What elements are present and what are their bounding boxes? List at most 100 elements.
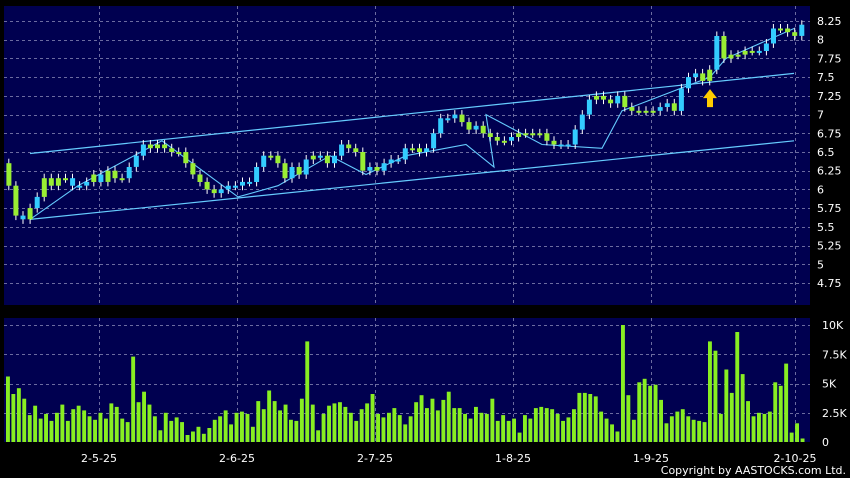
candle-up [799, 24, 805, 36]
candle-down [268, 155, 274, 158]
volume-bar [735, 332, 740, 442]
volume-bar [283, 404, 288, 442]
candle-down [537, 133, 543, 136]
volume-bar [512, 418, 516, 442]
candle-up [678, 88, 684, 111]
price-tick-label: 5.75 [817, 202, 842, 215]
volume-bar [675, 411, 680, 442]
candle-down [728, 54, 734, 59]
volume-bar [87, 416, 92, 442]
candle-up [77, 185, 83, 188]
volume-bar [593, 396, 598, 442]
volume-bar [60, 404, 65, 442]
candle-down [487, 133, 493, 137]
volume-bar [299, 398, 304, 442]
volume-bar [577, 392, 582, 442]
volume-bar [501, 415, 506, 442]
candle-up [381, 163, 387, 171]
volume-bar [468, 418, 473, 442]
candle-up [756, 50, 762, 53]
candle-up [20, 215, 26, 220]
volume-bar [392, 408, 397, 442]
volume-bar [16, 388, 21, 442]
volume-bar [713, 350, 718, 442]
volume-bar [381, 417, 386, 442]
volume-bar [158, 430, 163, 442]
volume-bar [724, 369, 729, 442]
candle-up [572, 129, 578, 145]
candle-down [155, 144, 160, 149]
volume-bar [615, 431, 620, 442]
volume-bar [289, 419, 293, 442]
date-tick-label: 1-9-25 [633, 452, 669, 465]
volume-bar [702, 422, 707, 442]
volume-bar [751, 416, 756, 442]
candle-down [622, 95, 628, 108]
volume-bar [109, 403, 114, 442]
volume-bar [201, 433, 206, 442]
volume-bar [631, 419, 636, 442]
candle-down [27, 208, 33, 220]
price-tick-label: 7.25 [817, 90, 842, 103]
volume-bar [691, 419, 696, 442]
volume-bar [610, 424, 614, 442]
volume-bar [294, 420, 299, 442]
candle-up [34, 196, 40, 209]
candle-up [232, 185, 238, 188]
candle-up [218, 189, 224, 194]
candle-up [424, 148, 430, 152]
volume-bar [566, 417, 571, 442]
candle-down [353, 148, 359, 152]
volume-bar [495, 420, 500, 442]
candle-up [579, 114, 585, 130]
candle-up [657, 107, 663, 111]
zigzag-line [29, 27, 795, 220]
candle-down [48, 178, 54, 186]
volume-bar [403, 424, 408, 442]
candle-up [247, 181, 253, 184]
volume-bar [757, 412, 761, 443]
candle-down [494, 137, 500, 141]
volume-bar [408, 416, 413, 442]
candle-down [792, 32, 798, 36]
price-tick-label: 6.25 [817, 165, 842, 178]
price-tick-label: 7.5 [817, 71, 835, 84]
candle-down [459, 114, 465, 123]
volume-bar [321, 413, 326, 442]
volume-bar [82, 410, 87, 442]
volume-bar [669, 416, 674, 442]
candle-up [664, 103, 670, 107]
candle-up [509, 137, 514, 141]
candle-up [84, 181, 90, 186]
volume-bar [387, 412, 391, 443]
volume-bar [142, 391, 146, 442]
volume-bar [65, 420, 70, 442]
volume-bar [642, 378, 647, 442]
candle-up [261, 155, 267, 167]
volume-bar [354, 420, 359, 442]
volume-bar [800, 438, 805, 442]
candle-up [438, 118, 444, 134]
volume-bar [533, 408, 538, 442]
volume-bar [250, 426, 255, 442]
date-tick-label: 2-5-25 [81, 452, 117, 465]
candle-down [516, 133, 522, 137]
candle-down [636, 110, 642, 113]
volume-bar [419, 395, 424, 442]
volume-bar [523, 415, 527, 442]
volume-tick-label: 2.5K [822, 407, 847, 420]
date-tick-label: 1-8-25 [495, 452, 531, 465]
volume-bar [708, 341, 712, 442]
candle-down [147, 144, 153, 149]
volume-bar [484, 413, 489, 442]
volume-bar [338, 402, 342, 442]
candle-down [6, 163, 12, 186]
candle-up [452, 114, 458, 119]
signal-arrow-icon [703, 89, 717, 108]
candle-down [608, 99, 614, 104]
volume-bar [343, 406, 348, 442]
volume-bar [637, 382, 642, 442]
volume-bar [120, 418, 125, 442]
candle-down [63, 178, 68, 181]
candle-down [785, 28, 791, 33]
